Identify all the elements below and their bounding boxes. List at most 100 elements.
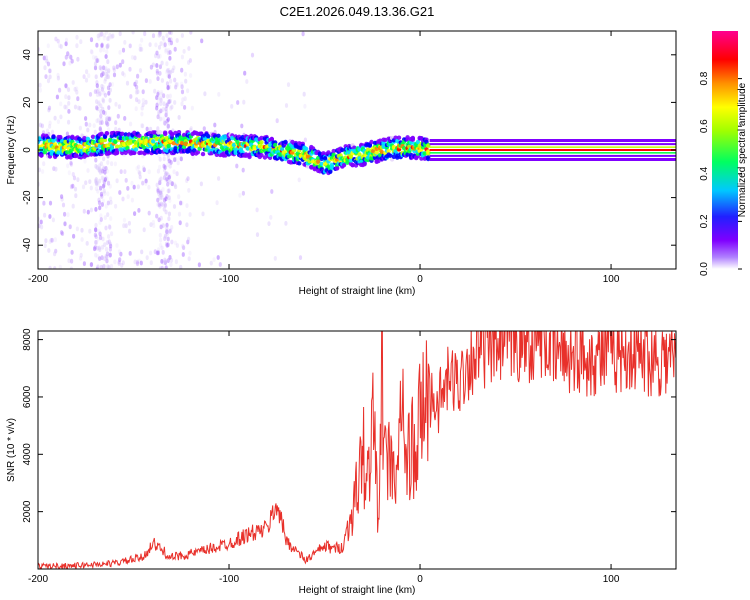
heatmap-cell (108, 241, 113, 247)
snr-y-axis: 2000 4000 6000 8000 (22, 328, 676, 523)
heatmap-cell (157, 217, 161, 223)
heatmap-cell (168, 98, 172, 104)
heatmap-cell (302, 91, 306, 97)
heatmap-cell (46, 43, 50, 49)
heatmap-cell (98, 65, 102, 71)
heatmap-cell (96, 33, 100, 39)
heatmap-cell (158, 242, 163, 248)
heatmap-cell (106, 115, 110, 121)
heatmap-cell (66, 163, 70, 169)
heatmap-cell (168, 228, 172, 234)
heatmap-cell (236, 100, 240, 105)
heatmap-cell (126, 194, 130, 200)
heatmap-cell (321, 151, 326, 156)
heatmap-cell (71, 183, 75, 189)
heatmap-cell (156, 126, 160, 132)
heatmap-cell (39, 153, 44, 158)
heatmap-cell (45, 128, 50, 134)
heatmap-cell (203, 91, 207, 97)
heatmap-cell (133, 81, 137, 87)
heatmap-cell (164, 241, 169, 247)
heatmap-cell (97, 36, 101, 41)
heatmap-cell (166, 258, 170, 263)
heatmap-cell (65, 131, 69, 137)
heatmap-cell (148, 42, 152, 47)
heatmap-cell (46, 78, 51, 84)
heatmap-cell (48, 124, 52, 129)
heatmap-cell (40, 123, 45, 129)
heatmap-cell (159, 201, 163, 207)
heatmap-cell (109, 243, 113, 249)
heatmap-cell (106, 200, 110, 206)
heatmap-cell (102, 90, 106, 96)
heatmap-cell (95, 99, 99, 104)
heatmap-cell (156, 250, 160, 256)
heatmap-cell (160, 195, 164, 200)
heatmap-cell (301, 31, 305, 37)
heatmap-cell (44, 74, 48, 79)
heatmap-cell (129, 121, 133, 127)
heatmap-cell (181, 252, 185, 257)
heatmap-cell (105, 258, 109, 264)
heatmap-cell (76, 96, 80, 102)
heatmap-cell (242, 99, 246, 105)
heatmap-cell (100, 202, 104, 207)
heatmap-cell (329, 165, 335, 170)
heatmap-cell (107, 90, 111, 96)
heatmap-cell (243, 70, 247, 76)
heatmap-cell (98, 178, 102, 184)
heatmap-cell (53, 237, 58, 243)
heatmap-cell (101, 97, 105, 103)
heatmap-cell (174, 82, 178, 87)
heatmap-cell (140, 123, 144, 129)
heatmap-cell (108, 183, 112, 189)
heatmap-cell (94, 74, 98, 80)
colorbar-tick-label: 0.4 (699, 166, 710, 180)
heatmap-cell (97, 245, 101, 251)
heatmap-cell (141, 98, 145, 103)
heatmap-cell (101, 84, 105, 90)
heatmap-cell (90, 49, 94, 55)
heatmap-cell (170, 181, 174, 187)
heatmap-cell (149, 222, 153, 228)
heatmap-cell (121, 196, 125, 202)
heatmap-cell (241, 190, 245, 196)
heatmap-cell (78, 144, 84, 150)
heatmap-cell (163, 257, 167, 263)
heatmap-cell (65, 104, 69, 110)
heatmap-cell (75, 89, 79, 95)
heatmap-cell (106, 251, 110, 257)
heatmap-cell (123, 169, 127, 175)
heatmap-cell (64, 83, 68, 89)
heatmap-cell (168, 93, 172, 99)
heatmap-cell (134, 89, 139, 95)
heatmap-cell (88, 179, 92, 185)
heatmap-cell (166, 73, 170, 79)
heatmap-cell (97, 101, 101, 107)
heatmap-cell (102, 35, 106, 41)
heatmap-cell (81, 184, 86, 190)
heatmap-cell (158, 164, 162, 170)
heatmap-cell (138, 43, 142, 49)
heatmap-cell (109, 200, 113, 205)
heatmap-cell (415, 139, 421, 145)
heatmap-cell (176, 160, 180, 166)
heatmap-cell (156, 197, 160, 203)
colorbar-ticks: 0.0 0.2 0.4 0.6 0.8 (699, 71, 742, 276)
heatmap-cell (255, 232, 260, 238)
heatmap-cell (158, 31, 162, 37)
heatmap-cell (357, 147, 362, 152)
heatmap-cell (157, 191, 161, 197)
heatmap-cell (171, 68, 175, 74)
heatmap-cell (171, 141, 176, 146)
heatmap-cell (97, 88, 101, 94)
heatmap-cell (60, 196, 64, 202)
heatmap-cell (103, 110, 107, 116)
heatmap-cell (38, 82, 42, 88)
heatmap-cell (66, 87, 71, 92)
heatmap-cell (405, 152, 410, 157)
heatmap-cell (270, 189, 274, 194)
heatmap-cell (108, 137, 113, 142)
heatmap-cell (48, 265, 52, 269)
heatmap-cell (93, 61, 98, 67)
